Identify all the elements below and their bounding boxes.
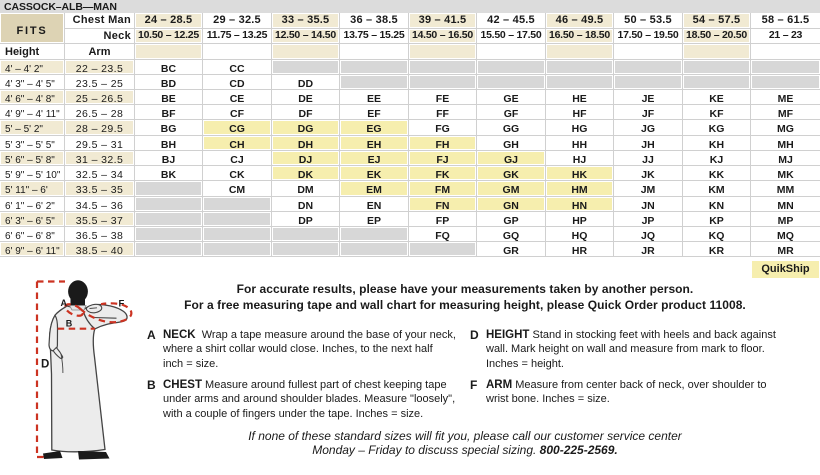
svg-text:D: D — [41, 358, 49, 370]
svg-text:F: F — [119, 299, 125, 310]
svg-text:B: B — [66, 319, 73, 329]
svg-text:A: A — [61, 298, 68, 308]
